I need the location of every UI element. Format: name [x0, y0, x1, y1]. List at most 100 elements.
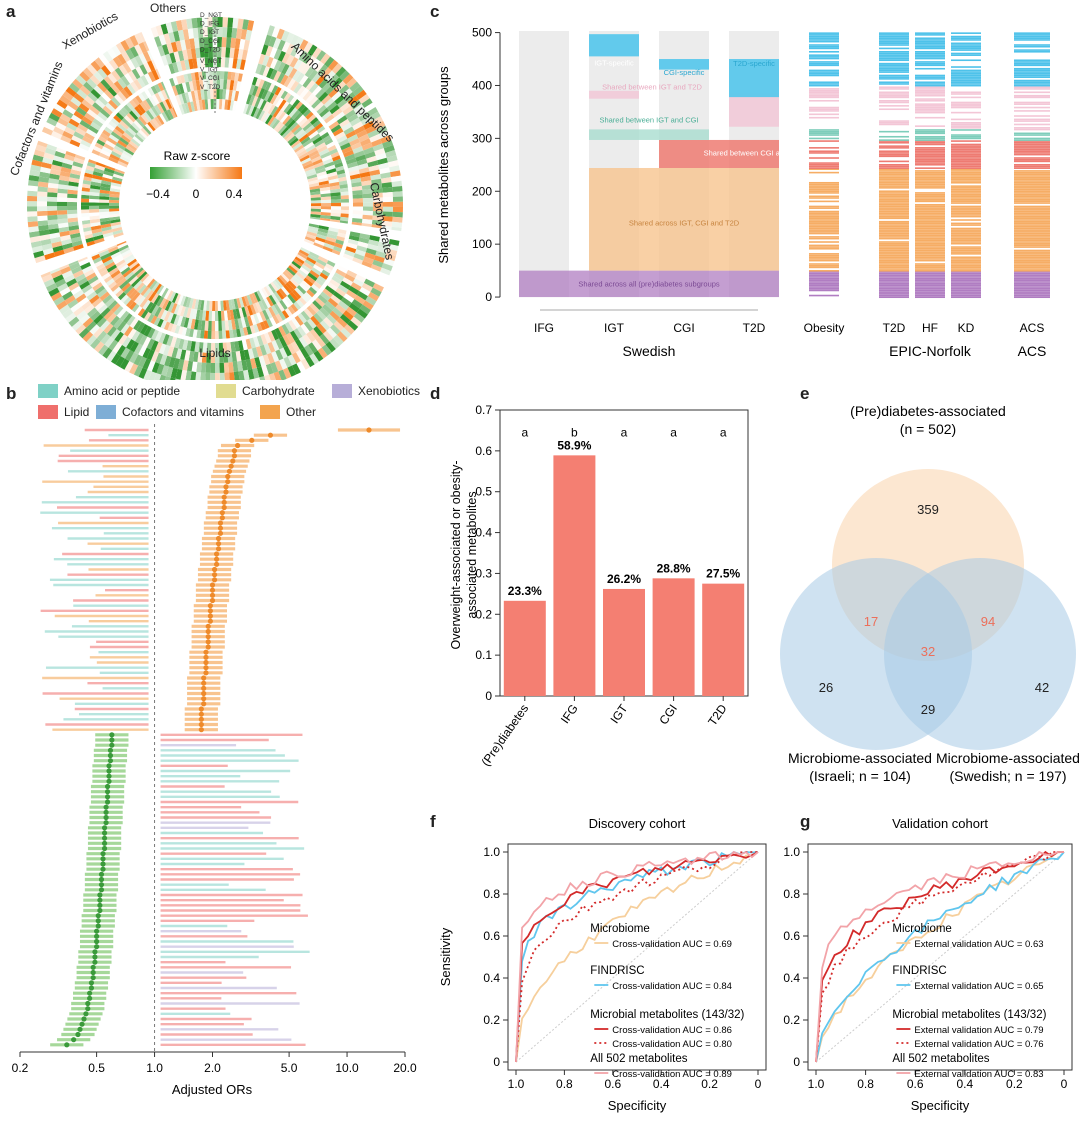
heatmap-cell: [160, 309, 168, 321]
heatmap-cell: [160, 320, 167, 329]
stripe: [809, 210, 839, 213]
heatmap-cell: [182, 49, 189, 61]
heatmap-cell: [305, 233, 317, 240]
stripe: [951, 212, 981, 215]
heatmap-cell: [329, 338, 340, 350]
heatmap-cell: [222, 27, 228, 38]
heatmap-cell: [187, 101, 193, 113]
heatmap-cell: [109, 199, 120, 203]
heatmap-cell: [161, 111, 170, 123]
heatmap-cell: [245, 359, 253, 370]
stripe: [915, 78, 945, 80]
heatmap-cell: [267, 341, 276, 353]
heatmap-cell: [66, 122, 78, 132]
heatmap-cell: [176, 75, 182, 85]
heatmap-cell: [335, 80, 347, 92]
heatmap-cell: [217, 27, 223, 38]
heatmap-cell: [119, 137, 130, 146]
heatmap-cell: [245, 104, 252, 115]
heatmap-cell: [112, 176, 123, 182]
heatmap-cell: [246, 326, 252, 335]
or-point: [205, 623, 211, 629]
heatmap-cell: [59, 286, 71, 297]
heatmap-cell: [371, 224, 382, 229]
heatmap-cell: [106, 350, 117, 362]
heatmap-cell: [258, 300, 266, 311]
heatmap-cell: [209, 300, 213, 311]
or-point: [205, 639, 211, 645]
heatmap-cell: [226, 27, 233, 38]
heatmap-cell: [276, 276, 286, 287]
heatmap-cell: [129, 99, 138, 109]
stripe: [915, 88, 945, 90]
stripe: [1014, 215, 1050, 218]
heatmap-cell: [96, 139, 106, 147]
heatmap-cell: [348, 285, 360, 296]
heatmap-cell: [87, 275, 99, 285]
heatmap-cell: [190, 101, 196, 112]
stripe: [915, 277, 945, 280]
heatmap-cell: [243, 103, 249, 115]
heatmap-cell: [294, 144, 304, 153]
stripe: [951, 242, 981, 245]
stripe: [915, 32, 945, 34]
heatmap-cell: [246, 294, 253, 306]
heatmap-cell: [318, 91, 329, 102]
heatmap-cell: [142, 99, 152, 110]
heatmap-cell: [167, 301, 175, 313]
heatmap-cell: [71, 165, 83, 172]
heatmap-cell: [307, 114, 317, 123]
heatmap-cell: [197, 319, 203, 331]
heatmap-cell: [193, 319, 199, 330]
heatmap-cell: [314, 261, 325, 270]
heatmap-cell: [324, 300, 336, 311]
heatmap-cell: [79, 313, 91, 325]
heatmap-cell: [317, 347, 328, 359]
heatmap-cell: [230, 72, 236, 81]
or-point: [207, 613, 213, 619]
heatmap-cell: [60, 234, 71, 242]
heatmap-cell: [278, 311, 287, 321]
heatmap-cell: [178, 104, 185, 115]
heatmap-cell: [241, 49, 248, 61]
x-tick-label: 1.0: [808, 1077, 825, 1091]
stripe: [879, 91, 909, 94]
heatmap-cell: [114, 125, 125, 135]
heatmap-cell: [112, 148, 123, 156]
heatmap-cell: [107, 300, 118, 311]
heatmap-cell: [149, 280, 158, 290]
heatmap-cell: [76, 106, 87, 117]
heatmap-cell: [336, 115, 348, 125]
heatmap-cell: [93, 313, 104, 325]
stripe: [1014, 173, 1050, 176]
heatmap-cell: [310, 197, 321, 201]
heatmap-cell: [126, 273, 137, 283]
heatmap-cell: [102, 105, 113, 116]
heatmap-cell: [293, 258, 303, 267]
heatmap-cell: [165, 366, 174, 378]
heatmap-cell: [145, 109, 155, 120]
heatmap-cell: [144, 89, 152, 98]
heatmap-cell: [285, 43, 295, 55]
stripe: [1014, 222, 1050, 225]
heatmap-cell: [231, 351, 237, 363]
or-point: [217, 525, 224, 531]
heatmap-cell: [106, 137, 118, 146]
heatmap-cell: [307, 228, 318, 234]
heatmap-cell: [89, 215, 100, 220]
heatmap-cell: [326, 233, 338, 240]
stripe: [879, 47, 909, 50]
heatmap-cell: [52, 274, 65, 284]
heatmap-cell: [370, 264, 382, 272]
heatmap-cell: [363, 146, 375, 155]
stripe: [1014, 291, 1050, 293]
heatmap-cell: [117, 242, 128, 249]
heatmap-cell: [197, 352, 203, 363]
heatmap-cell: [150, 85, 158, 95]
stripe: [915, 271, 945, 273]
heatmap-cell: [30, 240, 42, 248]
heatmap-cell: [86, 128, 97, 138]
x-tick-label: 0.6: [604, 1077, 621, 1091]
or-point: [198, 711, 204, 717]
heatmap-cell: [339, 118, 350, 128]
